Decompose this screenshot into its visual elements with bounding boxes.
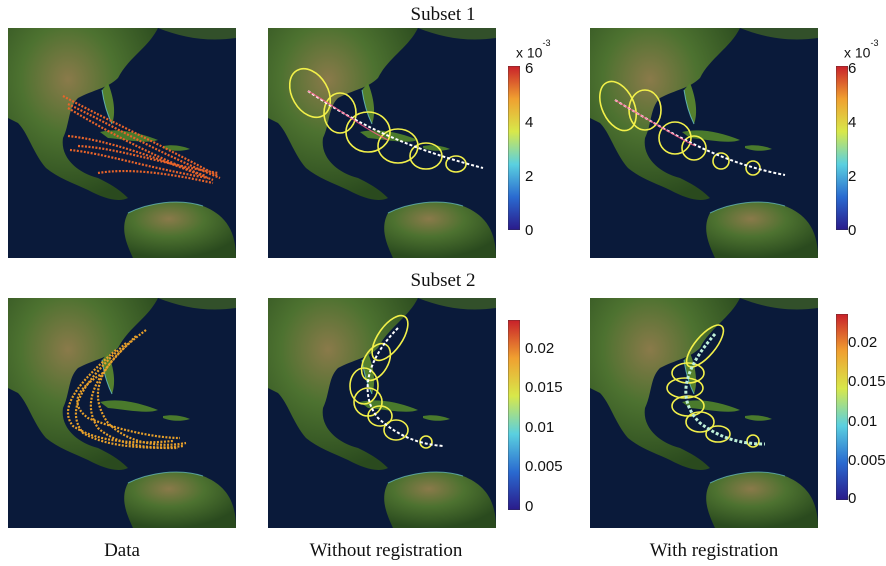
confidence-ellipses — [666, 324, 760, 448]
colorbar-tick: 2 — [525, 168, 534, 185]
confidence-ellipses — [349, 314, 433, 449]
subset2-colorbar-middle — [507, 319, 521, 511]
colorbar-tick: 0.02 — [525, 340, 555, 357]
confidence-ellipses — [288, 67, 467, 173]
colorbar-tick: 0.005 — [525, 458, 563, 475]
colorbar-tick: 4 — [848, 114, 857, 131]
col-title-data: Data — [104, 540, 140, 561]
mean-track — [366, 327, 444, 447]
colorbar-tick: 6 — [525, 60, 534, 77]
subset2-without-registration-map — [268, 298, 496, 528]
hurricane-tracks — [67, 329, 187, 450]
colorbar-tick: 0.01 — [848, 413, 878, 430]
subset1-data-map — [8, 28, 236, 258]
colorbar-tick: 0 — [848, 490, 857, 507]
subset2-colorbar-right — [835, 313, 849, 501]
colorbar-tick: 4 — [525, 114, 534, 131]
subset-1-title: Subset 1 — [410, 4, 476, 25]
colorbar-tick: 0.01 — [525, 419, 555, 436]
subset-2-title: Subset 2 — [410, 270, 476, 291]
colorbar-tick: 0.015 — [525, 379, 563, 396]
subset1-colorbar-right — [835, 65, 849, 231]
colorbar-tick: 6 — [848, 60, 857, 77]
subset2-data-map — [8, 298, 236, 528]
colorbar-tick: 0 — [848, 222, 857, 239]
colorbar-tick: 0 — [525, 222, 534, 239]
subset2-with-registration-map — [590, 298, 818, 528]
col-title-without-registration: Without registration — [309, 540, 463, 561]
hurricane-tracks — [62, 95, 221, 185]
colorbar-tick: 0.015 — [848, 373, 886, 390]
colorbar-tick: 0 — [525, 498, 534, 515]
colorbar-tick: 2 — [848, 168, 857, 185]
subset1-without-registration-map — [268, 28, 496, 258]
confidence-ellipses — [599, 80, 761, 176]
colorbar-tick: 0.02 — [848, 334, 878, 351]
colorbar-tick: 0.005 — [848, 452, 886, 469]
subset1-colorbar-middle — [507, 65, 521, 231]
subset1-with-registration-map — [590, 28, 818, 258]
subset1-colorbar-multiplier-middle: x 10-3 — [516, 38, 551, 61]
col-title-with-registration: With registration — [649, 540, 779, 561]
subset1-colorbar-multiplier-right: x 10-3 — [844, 38, 879, 61]
mean-track — [684, 333, 766, 446]
mean-track — [307, 90, 484, 169]
